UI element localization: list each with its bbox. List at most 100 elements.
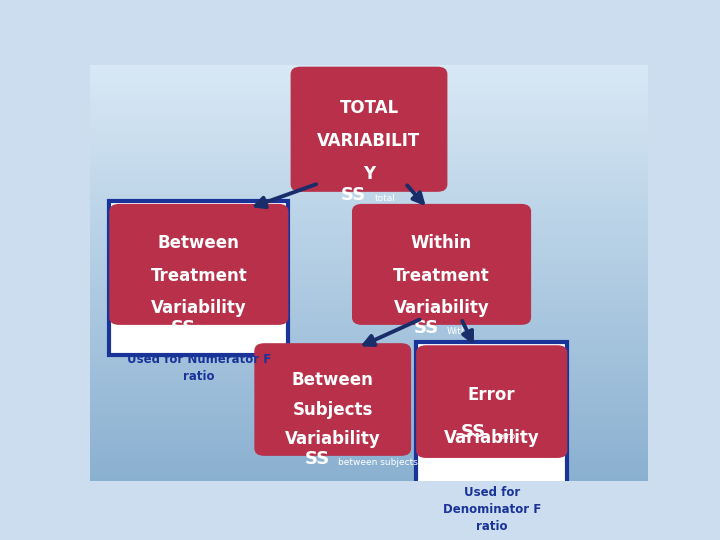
Bar	[90, 339, 648, 341]
Text: Treatment: Treatment	[393, 267, 490, 285]
Bar	[90, 429, 648, 431]
Bar	[90, 356, 648, 358]
Bar	[90, 414, 648, 416]
Bar	[90, 472, 648, 474]
Bar	[90, 171, 648, 173]
Text: Used for Numerator F
ratio: Used for Numerator F ratio	[127, 353, 271, 383]
Bar	[90, 254, 648, 256]
Bar	[90, 175, 648, 177]
Bar	[90, 133, 648, 136]
Bar	[90, 333, 648, 335]
FancyBboxPatch shape	[416, 345, 567, 458]
Text: SS: SS	[341, 186, 366, 205]
Bar	[90, 167, 648, 168]
Bar	[90, 90, 648, 92]
Bar	[90, 476, 648, 478]
Bar	[90, 238, 648, 239]
Bar	[90, 379, 648, 381]
Bar	[90, 404, 648, 406]
Bar	[90, 183, 648, 185]
Bar	[90, 337, 648, 339]
Bar	[90, 131, 648, 133]
Bar	[90, 312, 648, 314]
Bar	[90, 179, 648, 181]
Bar	[90, 212, 648, 214]
Bar	[90, 395, 648, 397]
Bar	[90, 275, 648, 277]
Bar	[90, 198, 648, 200]
Bar	[90, 214, 648, 217]
Bar	[90, 294, 648, 295]
Bar	[90, 364, 648, 366]
Bar	[90, 424, 648, 427]
Text: SS: SS	[171, 320, 196, 338]
Bar	[90, 163, 648, 165]
Text: error: error	[498, 432, 519, 441]
Bar	[90, 268, 648, 271]
Bar	[90, 458, 648, 460]
Bar	[90, 370, 648, 373]
Bar	[90, 314, 648, 316]
Bar	[90, 451, 648, 454]
Bar	[90, 100, 648, 102]
Bar	[90, 366, 648, 368]
Bar	[90, 181, 648, 183]
Bar	[90, 418, 648, 420]
Bar	[90, 138, 648, 140]
Bar	[90, 84, 648, 85]
Bar	[90, 468, 648, 470]
Bar	[90, 310, 648, 312]
Bar	[90, 456, 648, 458]
Bar	[90, 283, 648, 285]
Bar	[90, 410, 648, 412]
Bar	[90, 152, 648, 154]
Bar	[90, 287, 648, 289]
Bar	[90, 206, 648, 208]
Bar	[90, 121, 648, 123]
Bar	[90, 71, 648, 73]
Bar	[90, 210, 648, 212]
Text: between subjects: between subjects	[338, 458, 418, 467]
Text: Variability: Variability	[285, 430, 381, 449]
Bar	[90, 248, 648, 250]
Bar	[90, 447, 648, 449]
Bar	[90, 420, 648, 422]
Bar	[90, 250, 648, 252]
Bar	[90, 391, 648, 393]
Bar	[90, 462, 648, 464]
FancyBboxPatch shape	[416, 342, 567, 488]
Bar	[90, 368, 648, 370]
Text: Variability: Variability	[151, 299, 247, 317]
Bar	[90, 427, 648, 429]
Bar	[90, 77, 648, 79]
Bar	[90, 304, 648, 306]
Bar	[90, 192, 648, 194]
Bar	[90, 156, 648, 158]
Bar	[90, 123, 648, 125]
Bar	[90, 69, 648, 71]
FancyBboxPatch shape	[352, 204, 531, 325]
Bar	[90, 406, 648, 408]
Bar	[90, 127, 648, 129]
Bar	[90, 158, 648, 160]
FancyBboxPatch shape	[109, 204, 289, 325]
Bar	[90, 114, 648, 117]
Bar	[90, 204, 648, 206]
Bar	[90, 246, 648, 248]
Bar	[90, 96, 648, 98]
Bar	[90, 141, 648, 144]
Bar	[90, 300, 648, 302]
Bar	[90, 325, 648, 327]
Text: Treatment: Treatment	[150, 267, 247, 285]
Bar	[90, 478, 648, 481]
Text: Within: Within	[411, 234, 472, 253]
Bar	[90, 231, 648, 233]
Bar	[90, 75, 648, 77]
Bar	[90, 117, 648, 119]
Bar	[90, 177, 648, 179]
Bar	[90, 402, 648, 404]
Bar	[90, 252, 648, 254]
Bar	[90, 92, 648, 94]
Bar	[90, 439, 648, 441]
Bar	[90, 196, 648, 198]
